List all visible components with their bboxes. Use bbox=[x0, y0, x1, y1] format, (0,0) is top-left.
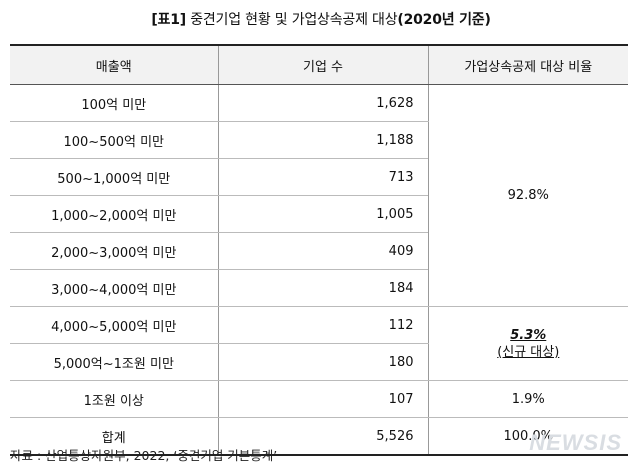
new-target-label: 5.3% (신규 대상) bbox=[497, 327, 559, 361]
count-cell: 180 bbox=[217, 343, 428, 381]
revenue-cell: 5,000억~1조원 미만 bbox=[10, 343, 219, 381]
table-title: [표1] 중견기업 현황 및 가업상속공제 대상(2020년 기준) bbox=[0, 9, 642, 29]
revenue-cell: 500~1,000억 미만 bbox=[10, 158, 219, 196]
data-table: 매출액 기업 수 가업상속공제 대상 비율 100억 미만 1,628 92.8… bbox=[10, 44, 628, 456]
total-count: 5,526 bbox=[217, 417, 429, 456]
table-row: 3,000~4,000억 미만 184 bbox=[10, 269, 628, 307]
count-cell: 409 bbox=[217, 232, 428, 270]
title-suffix: (2020년 기준) bbox=[397, 12, 491, 28]
header-count: 기업 수 bbox=[217, 44, 429, 85]
source-note: 자료 : 산업통상자원부, 2022, ‘중견기업 기본통계’ bbox=[10, 448, 278, 463]
table-row: 5,000억~1조원 미만 180 bbox=[10, 343, 628, 381]
title-prefix: [표1] bbox=[151, 12, 186, 28]
count-cell: 1,628 bbox=[217, 84, 429, 122]
table-row: 1조원 이상 107 1.9% bbox=[10, 380, 628, 418]
table-row: 2,000~3,000억 미만 409 bbox=[10, 232, 628, 270]
header-revenue: 매출액 bbox=[10, 44, 219, 85]
revenue-cell: 1조원 이상 bbox=[10, 380, 219, 418]
count-cell: 112 bbox=[217, 306, 429, 344]
revenue-cell: 1,000~2,000억 미만 bbox=[10, 195, 219, 233]
ratio-new-target: 5.3% (신규 대상) bbox=[427, 306, 628, 381]
count-cell: 1,188 bbox=[217, 121, 428, 159]
count-cell: 1,005 bbox=[217, 195, 428, 233]
total-row: 합계 5,526 100.0% bbox=[10, 417, 628, 456]
header-row: 매출액 기업 수 가업상속공제 대상 비율 bbox=[10, 44, 628, 85]
count-cell: 184 bbox=[217, 269, 428, 307]
table-row: 4,000~5,000억 미만 112 5.3% (신규 대상) bbox=[10, 306, 628, 381]
ratio-under-4000: 92.8% bbox=[427, 84, 628, 307]
total-ratio: 100.0% bbox=[427, 417, 628, 456]
ratio-over-1jo: 1.9% bbox=[427, 380, 628, 418]
table-row: 100억 미만 1,628 92.8% bbox=[10, 84, 628, 307]
revenue-cell: 100억 미만 bbox=[10, 84, 219, 122]
newsis-watermark: NEWSIS bbox=[529, 430, 622, 455]
revenue-cell: 2,000~3,000억 미만 bbox=[10, 232, 219, 270]
title-main: 중견기업 현황 및 가업상속공제 대상 bbox=[185, 12, 398, 28]
table-row: 100~500억 미만 1,188 bbox=[10, 121, 628, 159]
header-ratio: 가업상속공제 대상 비율 bbox=[427, 44, 628, 85]
new-target-pct: 5.3% bbox=[510, 327, 547, 343]
new-target-note: (신규 대상) bbox=[497, 344, 560, 360]
revenue-cell: 4,000~5,000억 미만 bbox=[10, 306, 219, 344]
count-cell: 713 bbox=[217, 158, 428, 196]
revenue-cell: 100~500억 미만 bbox=[10, 121, 219, 159]
count-cell: 107 bbox=[217, 380, 429, 418]
total-label: 합계 bbox=[10, 417, 219, 456]
revenue-cell: 3,000~4,000억 미만 bbox=[10, 269, 219, 307]
